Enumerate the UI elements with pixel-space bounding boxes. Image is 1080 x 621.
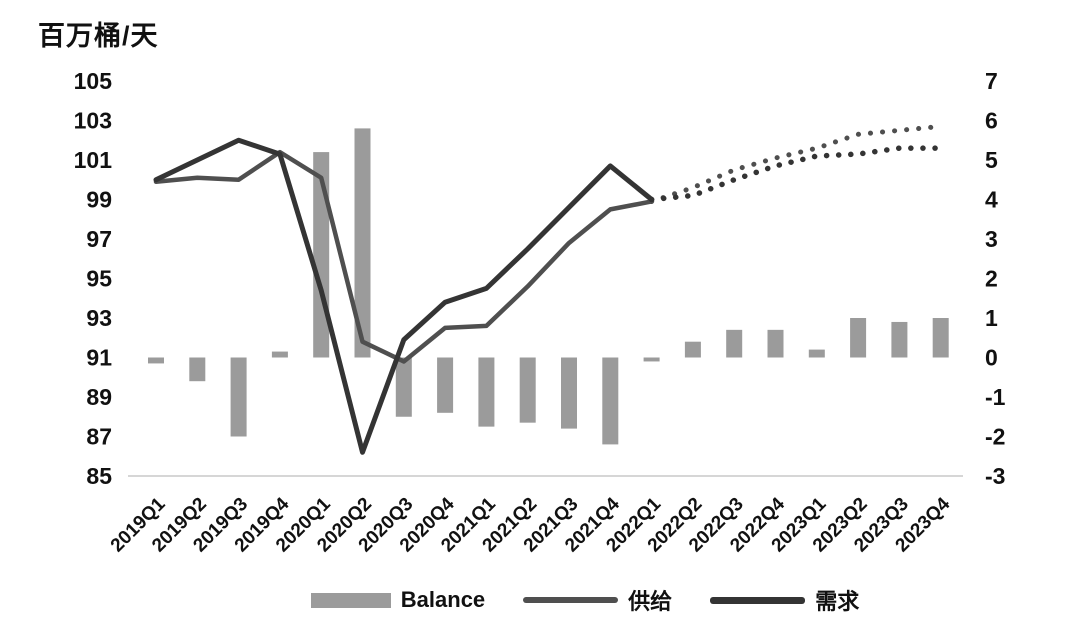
right-axis-tick-label: 5 xyxy=(985,147,998,173)
legend-line-swatch xyxy=(523,597,619,603)
balance-bar-2023Q1 xyxy=(808,349,825,358)
left-axis-tick-label: 93 xyxy=(86,305,112,331)
right-axis-tick-label: 4 xyxy=(985,187,998,213)
balance-bar-2020Q2 xyxy=(354,128,371,358)
line-供给-forecast-dotted xyxy=(649,123,944,204)
left-axis-tick-label: 89 xyxy=(86,384,112,410)
right-axis-tick-label: -2 xyxy=(985,424,1005,450)
left-axis-tick-label: 97 xyxy=(86,226,112,252)
left-axis-tick-label: 99 xyxy=(86,187,112,213)
right-axis-tick-label: 1 xyxy=(985,305,998,331)
balance-bar-2022Q2 xyxy=(684,341,701,358)
left-axis-title: 百万桶/天 xyxy=(38,21,159,51)
left-axis-tick-label: 105 xyxy=(74,68,113,94)
left-axis-tick-label: 85 xyxy=(86,463,112,489)
left-axis-tick-label: 95 xyxy=(86,266,112,292)
balance-bar-2023Q3 xyxy=(891,321,908,358)
left-axis-tick-label: 91 xyxy=(86,345,112,371)
legend-bar-swatch xyxy=(310,592,391,608)
balance-bar-2022Q3 xyxy=(726,329,743,358)
right-axis-tick-label: 6 xyxy=(985,108,998,134)
balance-bar-2019Q2 xyxy=(189,357,206,382)
line-供给-solid xyxy=(153,149,654,364)
right-axis-tick-label: 7 xyxy=(985,68,998,94)
right-axis-tick-label: -1 xyxy=(985,384,1006,410)
balance-bar-2021Q3 xyxy=(561,357,577,429)
legend-item-Balance: Balance xyxy=(310,587,486,613)
balance-bar-2021Q4 xyxy=(602,357,619,445)
balance-bar-2023Q4 xyxy=(932,318,949,358)
left-axis-tick-label: 101 xyxy=(74,147,113,173)
line-需求-forecast-dotted xyxy=(648,145,944,203)
right-axis-tick-label: -3 xyxy=(985,463,1005,489)
balance-bar-2023Q2 xyxy=(850,318,867,358)
balance-bar-2022Q4 xyxy=(767,329,784,358)
balance-bar-2019Q1 xyxy=(148,357,164,364)
line-需求-solid xyxy=(153,137,655,455)
legend-line-swatch xyxy=(710,596,806,604)
balance-bar-2022Q1 xyxy=(643,357,660,362)
legend-item-需求: 需求 xyxy=(710,584,859,616)
balance-bar-2019Q3 xyxy=(230,357,247,437)
legend-label: 供给 xyxy=(628,589,673,614)
balance-bar-2020Q3 xyxy=(395,357,412,417)
chart-legend: Balance 供给 需求 xyxy=(0,584,1080,616)
balance-bar-2019Q4 xyxy=(271,351,288,358)
right-axis-tick-label: 3 xyxy=(985,226,998,252)
left-axis-tick-label: 103 xyxy=(74,108,112,134)
balance-bar-2021Q1 xyxy=(478,357,495,427)
legend-label: Balance xyxy=(400,587,486,612)
left-axis-tick-label: 87 xyxy=(86,424,112,450)
legend-label: 需求 xyxy=(815,589,860,614)
right-axis-tick-label: 2 xyxy=(985,266,998,292)
balance-bar-2021Q2 xyxy=(519,357,536,423)
legend-item-供给: 供给 xyxy=(523,584,672,616)
right-axis-tick-label: 0 xyxy=(985,345,998,371)
balance-bar-2020Q4 xyxy=(437,357,454,413)
